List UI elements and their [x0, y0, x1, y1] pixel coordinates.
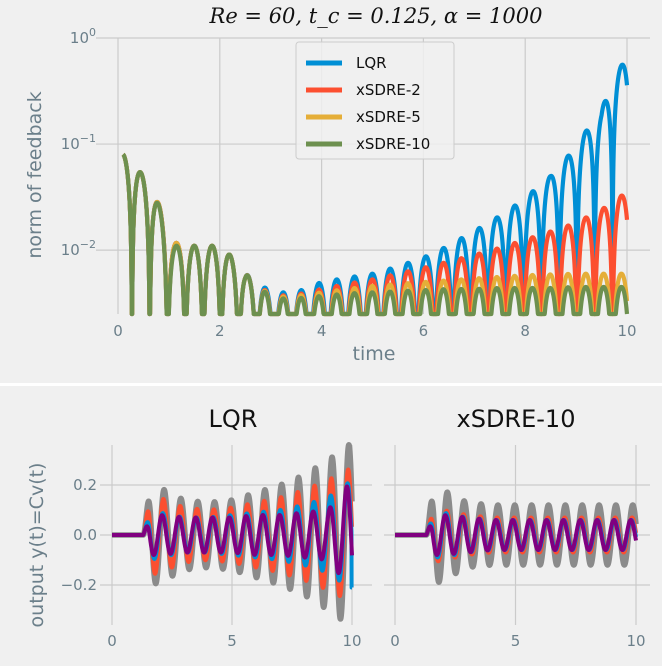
x-tick-label: 5 — [227, 632, 237, 650]
top-x-tick-label: 0 — [113, 322, 123, 340]
top-panel: Re = 60, t_c = 0.125, α = 1000 10010−110… — [0, 0, 662, 383]
top-x-tick-label: 4 — [317, 322, 327, 340]
bottom-left-series — [109, 442, 355, 622]
top-x-tick-label: 10 — [617, 322, 636, 340]
bottom-right-panel: xSDRE-10 0 5 10 — [384, 386, 662, 666]
x-tick-label: 5 — [511, 632, 521, 650]
top-x-tick-label: 2 — [215, 322, 225, 340]
legend-label: xSDRE-5 — [356, 108, 421, 126]
bottom-right-series — [392, 489, 639, 585]
x-tick-label: 0 — [390, 632, 400, 650]
bottom-right-ticks: 0 5 10 — [390, 632, 645, 650]
top-x-tick-label: 6 — [419, 322, 429, 340]
top-x-ticks: 0 2 4 6 8 10 — [113, 322, 636, 340]
legend-label: LQR — [356, 54, 387, 72]
legend: LQR xSDRE-2 xSDRE-5 xSDRE-10 — [295, 41, 455, 160]
y-tick-label: −0.2 — [61, 576, 97, 594]
top-series — [121, 62, 630, 317]
bottom-left-title: LQR — [209, 405, 258, 433]
top-x-axis-label: time — [353, 343, 396, 365]
bottom-left-panel: LQR 0 5 10 0.2 0.0 −0.2 output y(t)=Cv(t) — [0, 386, 384, 666]
legend-label: xSDRE-2 — [356, 81, 421, 99]
bottom-right-title: xSDRE-10 — [457, 405, 576, 433]
x-tick-label: 10 — [342, 632, 361, 650]
y-tick-label: 0.0 — [73, 526, 97, 544]
legend-box — [295, 41, 455, 160]
legend-label: xSDRE-10 — [356, 135, 430, 153]
x-tick-label: 10 — [626, 632, 645, 650]
top-x-tick-label: 8 — [520, 322, 530, 340]
top-title: Re = 60, t_c = 0.125, α = 1000 — [209, 4, 543, 28]
top-y-axis-label: norm of feedback — [24, 91, 46, 258]
output-series — [393, 513, 638, 557]
x-tick-label: 0 — [107, 632, 117, 650]
output-series — [110, 484, 354, 576]
bottom-left-ticks: 0 5 10 0.2 0.0 −0.2 — [61, 476, 362, 650]
top-series-xsdre-10 — [121, 152, 630, 317]
bottom-left-y-axis-label: output y(t)=Cv(t) — [26, 463, 48, 628]
y-tick-label: 0.2 — [73, 476, 97, 494]
